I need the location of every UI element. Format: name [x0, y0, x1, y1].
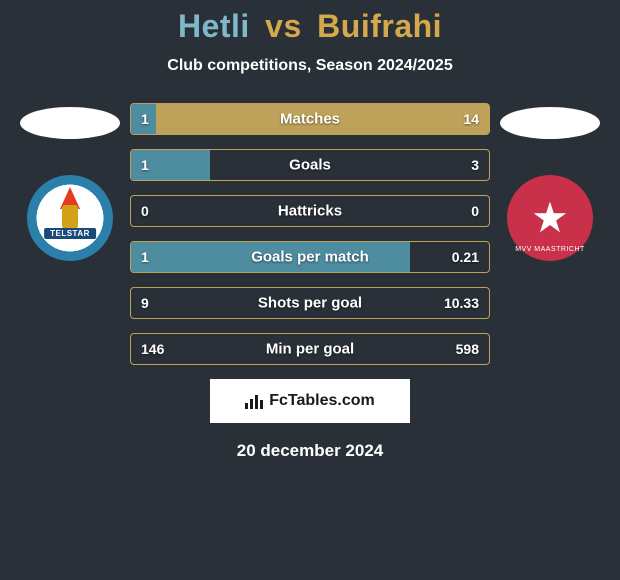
stat-bar: 114Matches: [130, 103, 490, 135]
club-right-name: MVV MAASTRICHT: [515, 246, 585, 253]
left-side: TELSTAR: [10, 103, 130, 261]
date-label: 20 december 2024: [0, 441, 620, 461]
subtitle: Club competitions, Season 2024/2025: [0, 57, 620, 75]
stat-bar: 10.21Goals per match: [130, 241, 490, 273]
player2-photo-placeholder: [500, 107, 600, 139]
title: Hetli vs Buifrahi: [0, 8, 620, 45]
stat-label: Shots per goal: [131, 295, 489, 312]
stat-label: Goals: [131, 157, 489, 174]
stat-bar: 13Goals: [130, 149, 490, 181]
player2-name: Buifrahi: [317, 8, 442, 44]
stat-bar: 00Hattricks: [130, 195, 490, 227]
main-row: TELSTAR 114Matches 13Goals 00Hattricks 10.2…: [0, 103, 620, 365]
right-side: ★ MVV MAASTRICHT: [490, 103, 610, 261]
club-badge-right: ★ MVV MAASTRICHT: [507, 175, 593, 261]
source-label: FcTables.com: [269, 392, 375, 410]
stat-bar: 146598Min per goal: [130, 333, 490, 365]
club-badge-left: TELSTAR: [27, 175, 113, 261]
bars-icon: [245, 393, 265, 409]
stat-label: Min per goal: [131, 341, 489, 358]
source-badge: FcTables.com: [210, 379, 410, 423]
vs-text: vs: [265, 8, 302, 44]
stat-label: Hattricks: [131, 203, 489, 220]
club-left-name: TELSTAR: [44, 228, 96, 239]
stats-card: Hetli vs Buifrahi Club competitions, Sea…: [0, 0, 620, 461]
stat-label: Matches: [131, 111, 489, 128]
stats-bars: 114Matches 13Goals 00Hattricks 10.21Goals p…: [130, 103, 490, 365]
star-icon: ★: [531, 197, 569, 239]
player1-photo-placeholder: [20, 107, 120, 139]
stat-bar: 910.33Shots per goal: [130, 287, 490, 319]
player1-name: Hetli: [178, 8, 250, 44]
stat-label: Goals per match: [131, 249, 489, 266]
